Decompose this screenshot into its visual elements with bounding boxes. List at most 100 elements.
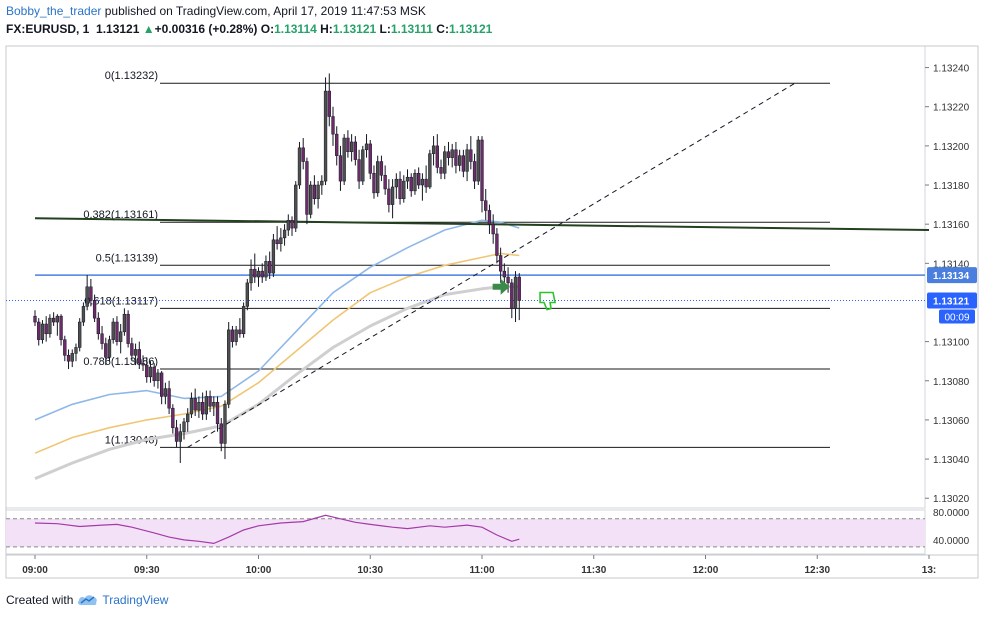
- candle-body: [81, 306, 86, 323]
- candle-body: [260, 270, 264, 278]
- candle-body: [253, 268, 257, 278]
- candle-body: [342, 137, 346, 182]
- x-tick-label: 09:30: [134, 565, 160, 576]
- x-tick-label: 12:30: [804, 565, 830, 576]
- candle-body: [107, 339, 112, 358]
- candle-body: [186, 413, 190, 423]
- candle-body: [487, 210, 492, 225]
- candle-body: [495, 233, 499, 256]
- created-with-text: Created with: [6, 593, 74, 607]
- candle-body: [472, 161, 477, 182]
- dashed-projection-line: [187, 82, 796, 448]
- candle-body: [271, 239, 276, 274]
- candle-body: [349, 141, 354, 152]
- candle-body: [51, 317, 56, 323]
- horizontal-line-price-label: 1.13134: [933, 271, 970, 282]
- chart-canvas[interactable]: 1.13240 1.13220 1.13200 1.13180 1.13160 1.131…: [0, 0, 988, 590]
- candle-body: [469, 149, 473, 162]
- chart-border: [5, 45, 979, 579]
- candle-body: [405, 176, 410, 182]
- x-tick-label: 09:00: [22, 565, 48, 576]
- fib-level-label: 1(1.13046): [105, 434, 158, 446]
- candle-body: [137, 349, 141, 364]
- candle-body: [353, 141, 358, 160]
- candle-body: [517, 276, 521, 301]
- publisher-line: Bobby_the_trader published on TradingVie…: [6, 4, 426, 18]
- candle-body: [320, 180, 324, 186]
- candle-body: [212, 402, 216, 407]
- symbol-label[interactable]: FX:EURUSD, 1: [6, 22, 90, 36]
- candle-body: [104, 343, 108, 358]
- candle-body: [465, 149, 469, 172]
- candle-body: [245, 282, 249, 307]
- candle-body: [200, 402, 205, 415]
- tradingview-cloud-icon: [78, 595, 98, 605]
- y-tick-label: 1.13080: [933, 377, 970, 388]
- candle-body: [78, 321, 82, 348]
- candle-body: [223, 404, 227, 444]
- author-link[interactable]: Bobby_the_trader: [6, 4, 102, 18]
- candle-body: [122, 313, 127, 333]
- candle-body: [55, 315, 60, 323]
- candle-body: [208, 396, 212, 407]
- candle-body: [461, 155, 466, 172]
- candle-body: [331, 116, 335, 135]
- candle-body: [402, 180, 406, 199]
- candle-body: [133, 349, 138, 356]
- candle-body: [163, 388, 168, 397]
- candle-body: [115, 321, 119, 342]
- candle-body: [294, 184, 298, 229]
- low-label: L:: [379, 22, 391, 36]
- candle-body: [372, 173, 376, 194]
- candle-body: [458, 155, 462, 166]
- candle-body: [431, 145, 436, 154]
- candle-body: [74, 347, 78, 354]
- candle-body: [383, 174, 387, 190]
- ohlc-legend: FX:EURUSD, 1 1.13121 ▲+0.00316 (+0.28%) …: [6, 22, 492, 36]
- candle-body: [335, 133, 339, 156]
- candle-body: [89, 286, 93, 301]
- y-tick-label: 1.13160: [933, 220, 970, 231]
- candle-body: [148, 366, 153, 378]
- candle-body: [510, 282, 514, 309]
- candle-body: [502, 270, 507, 278]
- close-value: 1.13121: [448, 22, 493, 36]
- candle-body: [424, 178, 428, 188]
- candle-body: [126, 313, 130, 344]
- candle-body: [476, 139, 480, 182]
- candle-body: [417, 173, 421, 186]
- candle-body: [182, 421, 186, 432]
- x-tick-label: 10:30: [357, 565, 383, 576]
- candle-body: [119, 331, 123, 342]
- green-arrow-icon: [492, 278, 510, 295]
- candle-body: [70, 353, 74, 362]
- x-tick-label: 13:: [922, 565, 936, 576]
- candle-body: [282, 229, 287, 239]
- candle-body: [279, 237, 283, 244]
- candle-body: [312, 184, 317, 199]
- candle-body: [48, 317, 52, 335]
- candle-body: [234, 329, 238, 342]
- footer: Created with TradingView: [6, 593, 168, 607]
- rsi-band: [6, 518, 925, 547]
- candle-body: [491, 223, 495, 235]
- candle-body: [327, 90, 331, 117]
- candle-body: [394, 178, 398, 188]
- candle-body: [197, 402, 201, 411]
- tradingview-brand[interactable]: TradingView: [102, 593, 169, 607]
- low-value: 1.13111: [390, 22, 433, 36]
- candle-body: [256, 270, 261, 278]
- horizontal-line-price-tag: [927, 267, 977, 284]
- candle-body: [484, 200, 488, 211]
- y-tick-label: 1.13140: [933, 259, 970, 270]
- candle-body: [513, 276, 518, 309]
- candle-body: [446, 151, 451, 158]
- candle-body: [59, 315, 63, 340]
- candle-body: [85, 286, 89, 307]
- candle-body: [480, 139, 484, 201]
- candle-body: [92, 300, 97, 319]
- candle-body: [275, 239, 279, 244]
- candle-body: [435, 145, 439, 168]
- candle-body: [323, 90, 328, 182]
- candle-body: [152, 366, 156, 382]
